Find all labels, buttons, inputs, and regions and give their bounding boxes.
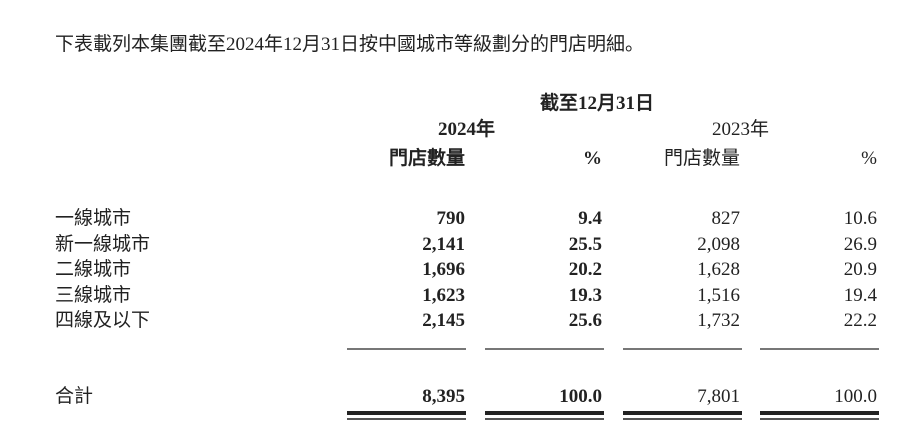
total-double-rule bbox=[760, 411, 879, 420]
total-double-rule bbox=[485, 411, 604, 420]
pct-2024: 9.4 bbox=[578, 208, 602, 229]
row-label: 一線城市 bbox=[55, 208, 132, 229]
stores-2024: 1,623 bbox=[422, 284, 465, 306]
stores-2024: 2,141 bbox=[422, 233, 465, 255]
stores-2023: 1,516 bbox=[697, 284, 740, 306]
total-stores-2024: 8,395 bbox=[422, 386, 465, 407]
stores-2024: 2,145 bbox=[422, 310, 465, 331]
total-double-rule bbox=[623, 411, 742, 420]
total-stores-2023: 7,801 bbox=[697, 386, 740, 407]
period-header: 截至12月31日 bbox=[540, 93, 655, 114]
pct-2023: 22.2 bbox=[843, 310, 877, 331]
total-pct-2023: 100.0 bbox=[834, 386, 877, 407]
pct-2024-header: % bbox=[583, 148, 602, 169]
pct-2024: 25.5 bbox=[568, 233, 602, 255]
stores-2023: 2,098 bbox=[697, 233, 740, 255]
stores-2024-header: 門店數量 bbox=[388, 148, 465, 169]
stores-2024: 1,696 bbox=[422, 259, 465, 280]
stores-2023: 1,732 bbox=[697, 310, 740, 331]
pct-2023: 19.4 bbox=[843, 284, 877, 306]
stores-2023: 1,628 bbox=[697, 259, 740, 280]
subtotal-rule bbox=[347, 348, 466, 350]
subtotal-rule bbox=[760, 348, 879, 350]
intro-text: 下表載列本集團截至2024年12月31日按中國城市等級劃分的門店明細。 bbox=[55, 34, 645, 55]
row-label: 二線城市 bbox=[55, 259, 132, 280]
stores-2023-header: 門店數量 bbox=[663, 148, 740, 169]
pct-2024: 25.6 bbox=[568, 310, 602, 331]
pct-2023: 26.9 bbox=[843, 233, 877, 255]
pct-2024: 19.3 bbox=[568, 284, 602, 306]
stores-2024: 790 bbox=[436, 208, 466, 229]
subtotal-rule bbox=[485, 348, 604, 350]
total-label: 合計 bbox=[55, 386, 94, 407]
pct-2023: 10.6 bbox=[843, 208, 877, 229]
year-2023-header: 2023年 bbox=[712, 119, 770, 140]
subtotal-rule bbox=[623, 348, 742, 350]
row-label: 四線及以下 bbox=[55, 310, 151, 331]
pct-2024: 20.2 bbox=[568, 259, 602, 280]
total-double-rule bbox=[347, 411, 466, 420]
stores-2023: 827 bbox=[711, 208, 741, 229]
year-2024-header: 2024年 bbox=[438, 119, 496, 140]
row-label: 三線城市 bbox=[55, 284, 132, 306]
row-label: 新一線城市 bbox=[55, 233, 151, 255]
pct-2023-header: % bbox=[861, 148, 877, 169]
total-pct-2024: 100.0 bbox=[559, 386, 602, 407]
pct-2023: 20.9 bbox=[843, 259, 877, 280]
